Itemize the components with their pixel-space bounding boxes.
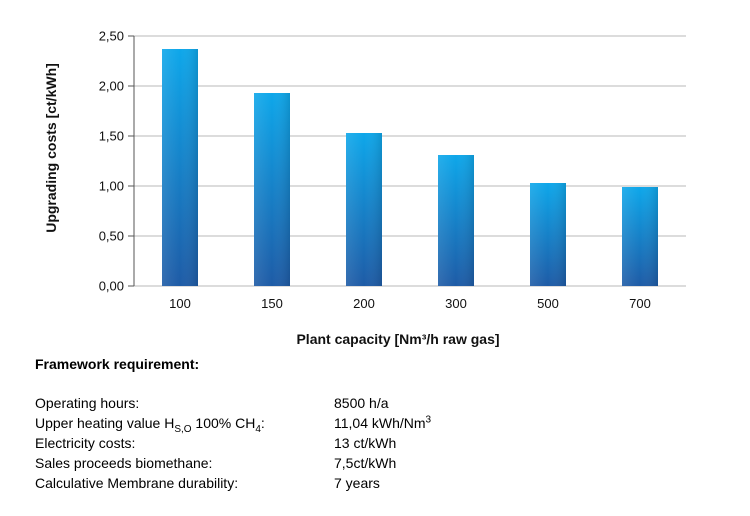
framework-requirements: Framework requirement: Operating hours: … [35,354,735,493]
framework-value: 8500 h/a [334,395,389,411]
framework-label: Sales proceeds biomethane: [35,455,213,471]
x-tick-label: 500 [537,296,559,311]
x-axis-title: Plant capacity [Nm³/h raw gas] [296,331,499,347]
bar-shade [254,93,290,286]
y-axis-ticks: 0,00 0,50 1,00 1,50 2,00 2,50 [99,29,135,294]
bar-shade [438,155,474,286]
x-tick-label: 300 [445,296,467,311]
framework-label: Calculative Membrane durability: [35,475,239,491]
framework-row-electricity: Electricity costs: 13 ct/kWh [35,433,735,453]
framework-row-sales-proceeds: Sales proceeds biomethane: 7,5ct/kWh [35,453,735,473]
bar-shade [530,183,566,286]
bar-shade [622,187,658,286]
framework-label: Upper heating value HS,O 100% CH4: [35,415,265,435]
y-tick-label: 2,50 [99,29,124,44]
bar-shade [162,49,198,286]
y-tick-label: 1,00 [99,179,124,194]
y-tick-label: 2,00 [99,79,124,94]
framework-row-operating-hours: Operating hours: 8500 h/a [35,393,735,413]
grid-lines [134,35,686,287]
framework-value: 13 ct/kWh [334,435,397,451]
framework-title: Framework requirement: [35,356,200,372]
bars [162,49,658,286]
bar-chart: 0,00 0,50 1,00 1,50 2,00 2,50 100 150 200 300 500… [43,29,686,347]
y-tick-label: 0,00 [99,279,124,294]
x-tick-label: 700 [629,296,651,311]
bar-shade [346,133,382,286]
x-axis-ticks: 100 150 200 300 500 700 [169,296,651,311]
y-tick-label: 1,50 [99,129,124,144]
framework-row-heating-value: Upper heating value HS,O 100% CH4: 11,04… [35,413,735,435]
x-tick-label: 200 [353,296,375,311]
y-axis-title: Upgrading costs [ct/kWh] [43,63,59,233]
framework-row-membrane-durability: Calculative Membrane durability: 7 years [35,473,735,493]
framework-label: Electricity costs: [35,435,136,451]
framework-value: 7,5ct/kWh [334,455,397,471]
y-tick-label: 0,50 [99,229,124,244]
framework-value: 7 years [334,475,380,491]
x-tick-label: 100 [169,296,191,311]
framework-value: 11,04 kWh/Nm3 [334,414,432,431]
x-tick-label: 150 [261,296,283,311]
framework-label: Operating hours: [35,395,140,411]
